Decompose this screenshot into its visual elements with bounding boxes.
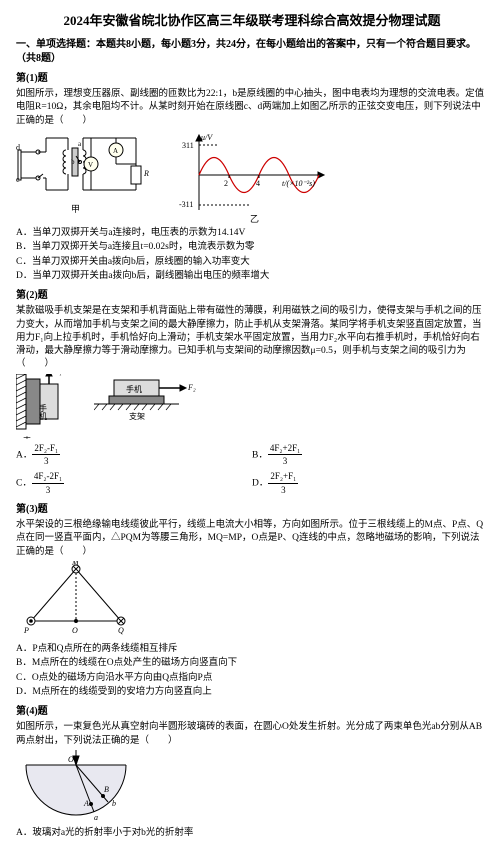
q3-options: A．P点和Q点所在的两条线缆相互排斥 B．M点所在的线缆在O点处产生的磁场方向竖… <box>16 643 488 699</box>
q2-options: A．2F₂-F₁3 B．4F₂+2F₁3 C．4F₂-2F₁3 D．2F₂+F₁… <box>16 441 488 497</box>
svg-text:t/(×10⁻²s): t/(×10⁻²s) <box>282 179 315 188</box>
svg-text:V: V <box>88 161 93 169</box>
svg-text:支架: 支架 <box>129 411 145 421</box>
svg-text:a: a <box>94 813 98 822</box>
q3-triangle-fig: M P Q O <box>16 561 136 641</box>
svg-text:b: b <box>112 799 116 808</box>
svg-text:R: R <box>143 169 149 178</box>
q2-fig-horizontal: 手机 支架 F₂ <box>94 374 204 424</box>
svg-text:A: A <box>83 799 89 808</box>
q4-figures: O A B a b <box>16 750 488 825</box>
svg-text:d: d <box>16 143 20 152</box>
q3-figures: M P Q O <box>16 561 488 641</box>
svg-text:-311: -311 <box>179 200 193 209</box>
q1-body: 如图所示，理想变压器原、副线圈的匝数比为22:1，b是原线圈的中心抽头，图中电表… <box>16 88 488 128</box>
q1-options: A．当单刀双掷开关与a连接时，电压表的示数为14.14V B．当单刀双掷开关与a… <box>16 227 488 283</box>
q4-semicircle-fig: O A B a b <box>16 750 136 825</box>
q1-graph-fig: u/V 311 -311 2 4 t/(×10⁻²s) 乙 <box>174 130 329 225</box>
q3-opt-c: C．O点处的磁场方向沿水平方向由Q点指向P点 <box>16 672 488 685</box>
svg-text:2: 2 <box>224 179 228 188</box>
svg-text:O: O <box>68 755 74 764</box>
q1-opt-c: C．当单刀双掷开关由a拨向b后，原线圈的输入功率变大 <box>16 256 488 269</box>
svg-text:Q: Q <box>118 626 124 635</box>
q1-opt-a: A．当单刀双掷开关与a连接时，电压表的示数为14.14V <box>16 227 488 240</box>
q1-opt-b: B．当单刀双掷开关与a连接且t=0.02s时，电流表示数为零 <box>16 241 488 254</box>
svg-text:A: A <box>113 147 118 155</box>
q2-opt-b: B．4F₂+2F₁3 <box>252 442 488 468</box>
q1-figures: d c V A R a b 甲 u/V 311 -311 2 4 t/(×10⁻… <box>16 130 488 225</box>
svg-text:4: 4 <box>256 179 260 188</box>
q2-body: 某款磁吸手机支架是在支架和手机背面贴上带有磁性的薄膜，利用磁铁之间的吸引力，使得… <box>16 305 488 371</box>
svg-text:手机: 手机 <box>126 384 142 394</box>
svg-text:O: O <box>72 626 78 635</box>
section1-heading: 一、单项选择题：本题共8小题，每小题3分，共24分，在每小题给出的答案中，只有一… <box>16 38 488 66</box>
svg-text:M: M <box>71 561 80 567</box>
svg-text:手机: 手机 <box>39 403 48 421</box>
svg-text:F₂: F₂ <box>187 383 196 392</box>
q1-label: 第(1)题 <box>16 72 488 86</box>
svg-text:乙: 乙 <box>250 214 259 224</box>
q3-opt-d: D．M点所在的线缆受到的安培力方向竖直向上 <box>16 686 488 699</box>
q2-opt-a: A．2F₂-F₁3 <box>16 442 252 468</box>
q2-fig-vertical: 支架 手机 F₁ <box>16 374 86 439</box>
svg-text:u/V: u/V <box>201 133 213 142</box>
svg-text:甲: 甲 <box>71 204 80 214</box>
q3-opt-a: A．P点和Q点所在的两条线缆相互排斥 <box>16 643 488 656</box>
q2-figures: 支架 手机 F₁ 手机 支架 F₂ <box>16 374 488 439</box>
q3-body: 水平架设的三根绝缘输电线缆彼此平行，线缆上电流大小相等，方向如图所示。位于三根线… <box>16 519 488 559</box>
q1-opt-d: D．当单刀双掷开关由a拨向b后，副线圈输出电压的频率增大 <box>16 270 488 283</box>
q1-circuit-fig: d c V A R a b 甲 <box>16 130 166 225</box>
svg-text:a: a <box>78 140 82 148</box>
svg-text:支架: 支架 <box>23 435 32 439</box>
q2-opt-d: D．2F₂+F₁3 <box>252 470 488 496</box>
q3-opt-b: B．M点所在的线缆在O点处产生的磁场方向竖直向下 <box>16 657 488 670</box>
q4-options: A．玻璃对a光的折射率小于对b光的折射率 <box>16 827 488 840</box>
svg-text:c: c <box>16 175 20 184</box>
q3-label: 第(3)题 <box>16 503 488 517</box>
svg-text:b: b <box>71 158 75 166</box>
q4-label: 第(4)题 <box>16 705 488 719</box>
q2-opt-c: C．4F₂-2F₁3 <box>16 470 252 496</box>
svg-text:F₁: F₁ <box>53 374 62 376</box>
page-title: 2024年安徽省皖北协作区高三年级联考理科综合高效提分物理试题 <box>16 12 488 30</box>
svg-text:311: 311 <box>182 141 194 150</box>
q4-body: 如图所示，一束复色光从真空射向半圆形玻璃砖的表面，在圆心O处发生折射。光分成了两… <box>16 721 488 748</box>
svg-text:P: P <box>23 626 29 635</box>
q4-opt-a: A．玻璃对a光的折射率小于对b光的折射率 <box>16 827 488 840</box>
svg-text:B: B <box>104 785 109 794</box>
q2-label: 第(2)题 <box>16 289 488 303</box>
